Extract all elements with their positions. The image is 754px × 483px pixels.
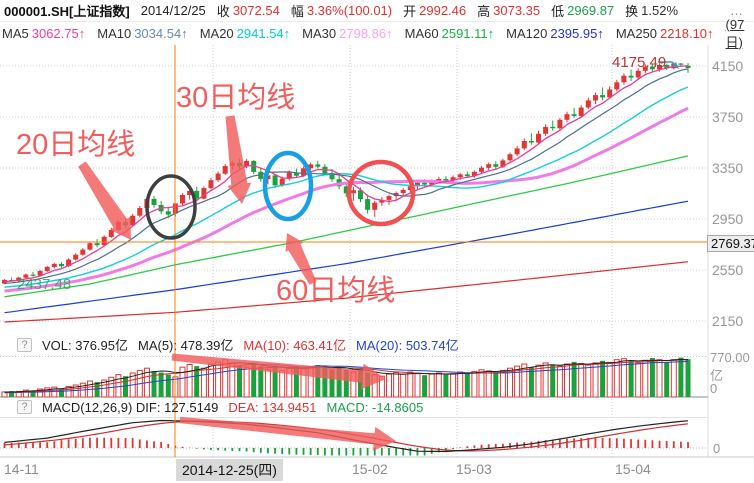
ma-item-label: MA120: [506, 26, 548, 41]
ma-item: MA250 2218.10↑: [616, 26, 714, 41]
volume-header: ? VOL: 376.95亿 MA(5): 478.39亿 MA(10): 463.…: [0, 336, 708, 353]
quote-field-label: 开: [403, 4, 417, 19]
ma-item-label: MA20: [199, 26, 234, 41]
ma-item-value: 2395.95↑: [550, 26, 604, 41]
more-menu-icon[interactable]: …: [730, 3, 744, 18]
ma-item: MA5 3062.75↑: [2, 26, 85, 41]
quote-field-value: 2969.87: [567, 3, 615, 18]
macd-stat: DEA: 134.9451: [228, 399, 317, 415]
ma-items: MA5 3062.75↑ MA10 3034.54↑ MA20 2941.54↑ MA30 2…: [2, 26, 714, 41]
ma-item: MA30 2798.86↑: [302, 26, 392, 41]
ma-item: MA120 2395.95↑: [506, 26, 604, 41]
volume-axis-min: 0: [710, 381, 718, 396]
quote-field: 高 3073.35: [477, 1, 540, 20]
macd-stat: MACD: -14.8605: [326, 399, 424, 415]
quote-field-label: 高: [477, 4, 491, 19]
symbol-name: 000001.SH[上证指数]: [4, 4, 130, 19]
y-axis-tick: 2950: [712, 211, 744, 227]
ma20-annotation: 20日均线: [16, 129, 136, 161]
x-axis-label: 15-03: [456, 461, 492, 477]
ma30-annotation: 30日均线: [176, 82, 296, 114]
help-icon[interactable]: ?: [17, 400, 32, 414]
low-price-label: 2437.48: [17, 276, 72, 293]
y-axis-tick: 4150: [712, 58, 744, 74]
quote-field-label: 换: [625, 4, 639, 19]
y-axis-tick: 3350: [712, 160, 744, 176]
ma-item-value: 2591.11↑: [441, 26, 495, 41]
quote-field-value: 3072.54: [232, 3, 280, 18]
quote-field: 收 3072.54: [217, 1, 280, 20]
quote-field: 低 2969.87: [551, 1, 614, 20]
peak-price-label: 4175.49: [612, 54, 667, 71]
x-axis-label: 15-04: [615, 461, 651, 477]
volume-stat: MA(5): 478.39亿: [138, 338, 234, 353]
ma60-annotation: 60日均线: [276, 275, 396, 307]
quote-field-label: 收: [216, 4, 230, 19]
ma-item-label: MA250: [615, 26, 658, 41]
quote-field: 换 1.52%: [625, 1, 678, 20]
ma-item-value: 2798.86↑: [339, 26, 393, 41]
ma-item-label: MA10: [97, 26, 132, 41]
volume-axis-max: 770.00亿: [710, 350, 750, 383]
volume-stat: VOL: 376.95亿: [42, 338, 128, 353]
quote-field-value: 3073.35: [493, 3, 541, 18]
x-axis-label: 2014-12-25(四): [176, 459, 283, 481]
ma-item: MA60 2591.11↑: [405, 26, 495, 41]
quote-field-label: 幅: [290, 4, 304, 19]
volume-values: VOL: 376.95亿 MA(5): 478.39亿 MA(10): 463.41…: [42, 335, 459, 354]
y-axis-tick: 2550: [712, 262, 744, 278]
ma-item-value: 3034.54↑: [134, 26, 188, 41]
ma-item-value: 2218.10↑: [660, 26, 714, 41]
ma-values-bar: MA5 3062.75↑ MA10 3034.54↑ MA20 2941.54↑ MA30 2…: [0, 17, 754, 50]
quote-field-value: 3.36%(100.01): [306, 3, 393, 18]
ma-item-value: 3062.75↑: [31, 26, 86, 41]
volume-stat: MA(10): 463.41亿: [243, 338, 346, 353]
x-axis-label: 15-02: [352, 461, 388, 477]
y-axis-tick: 2150: [712, 313, 744, 329]
y-axis-tick: 3750: [712, 109, 744, 125]
quote-field: 开 2992.46: [403, 1, 466, 20]
quote-field-value: 2992.46: [419, 3, 467, 18]
crosshair-price-badge: 2769.37: [707, 235, 754, 252]
macd-values: MACD(12,26,9) DIF: 127.5149 DEA: 134.9451…: [42, 400, 423, 415]
ma-item-value: 2941.54↑: [236, 26, 291, 41]
ma-item-label: MA5: [2, 26, 29, 41]
macd-stat: MACD(12,26,9) DIF: 127.5149: [42, 399, 219, 415]
ma-item: MA20 2941.54↑: [200, 26, 290, 41]
help-icon[interactable]: ?: [17, 337, 32, 352]
quote-field: 幅 3.36%(100.01): [291, 1, 392, 20]
volume-stat: MA(20): 503.74亿: [355, 338, 459, 353]
ma-item-label: MA60: [404, 26, 439, 41]
ma-item: MA10 3034.54↑: [97, 26, 187, 41]
quote-field-label: 低: [551, 4, 565, 19]
quote-fields: 收 3072.54 幅 3.36%(100.01) 开 2992.46 高 3073.35 低 2…: [217, 1, 678, 20]
x-axis-label: 14-11: [4, 461, 39, 477]
quote-bar: 000001.SH[上证指数] 2014/12/25 收 3072.54 幅 3.36…: [0, 0, 754, 22]
macd-axis-zero: 0: [713, 441, 721, 456]
quote-date: 2014/12/25: [140, 3, 206, 18]
macd-header: ? MACD(12,26,9) DIF: 127.5149 DEA: 134.94…: [0, 399, 708, 415]
quote-field-value: 1.52%: [641, 3, 679, 18]
period-selector[interactable]: (97日): [725, 16, 745, 50]
ma-item-label: MA30: [302, 26, 337, 41]
